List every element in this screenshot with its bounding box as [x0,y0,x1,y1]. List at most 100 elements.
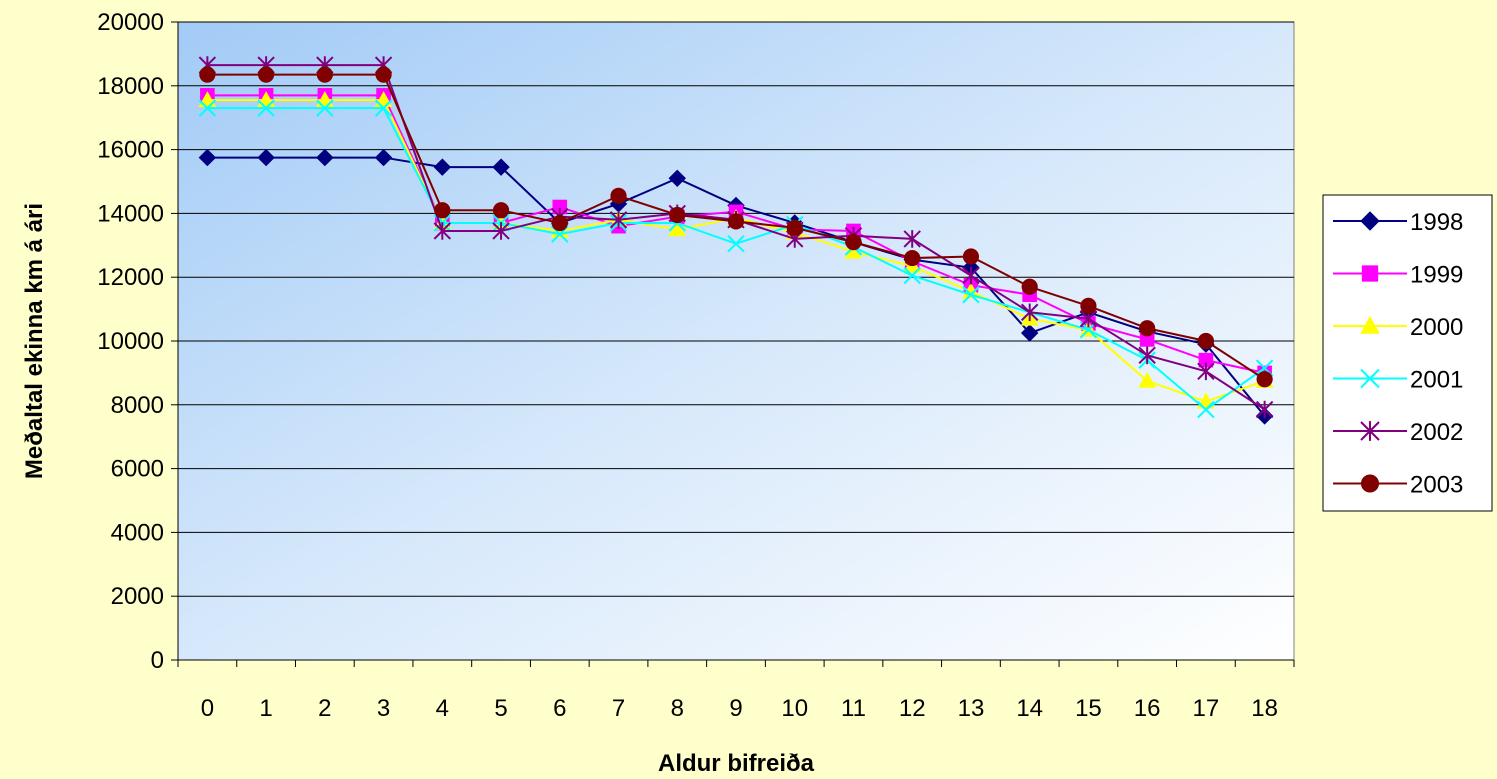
data-point [433,222,452,240]
x-tick-label: 12 [899,695,926,722]
data-point [375,66,392,83]
data-point [786,219,803,236]
data-point [668,169,686,188]
x-axis-label: Aldur bifreiða [658,750,815,777]
legend-label: 2002 [1410,419,1463,446]
data-point [374,148,393,167]
data-point [257,99,275,117]
data-point [257,148,275,167]
legend-label: 1998 [1410,209,1463,236]
legend-marker [1361,265,1379,282]
data-point [433,158,452,176]
x-tick-label: 3 [377,695,390,722]
data-point [962,248,980,265]
data-point [904,249,921,267]
series-group [198,56,1274,425]
data-point [1021,278,1038,295]
data-point [1138,371,1157,388]
data-point [1020,324,1039,342]
data-point [845,234,862,251]
legend-item: 2003 [1333,472,1463,499]
x-tick-label: 14 [1016,695,1043,722]
data-point [727,213,745,230]
axes [171,21,1295,667]
legend-label: 2000 [1410,314,1463,341]
x-tick-label: 11 [841,695,866,722]
legend-item: 2001 [1333,367,1463,394]
y-tick-label: 16000 [97,137,164,164]
data-point [492,158,510,176]
x-tick-label: 8 [671,695,684,722]
data-point [727,234,745,253]
data-point [962,266,980,285]
data-point [1255,400,1274,419]
legend-item: 2000 [1333,314,1463,341]
legend-marker [1360,474,1380,493]
legend-marker [1360,368,1380,389]
gridlines [178,21,1294,597]
data-point [258,66,275,83]
data-point [434,202,451,219]
x-tick-label: 2 [318,695,331,722]
data-point [492,202,510,219]
legend-item: 1998 [1333,209,1463,236]
data-point [199,66,216,83]
data-point [1139,320,1156,337]
y-tick-label: 20000 [97,9,164,36]
legend-box [1322,194,1493,512]
x-tick-label: 10 [781,695,808,722]
x-tick-label: 0 [201,695,214,722]
data-point [316,148,334,167]
legend-marker [1360,315,1380,334]
data-point [198,148,217,167]
data-point [198,99,217,117]
data-point [669,206,686,224]
legend-label: 2001 [1410,367,1463,394]
legend-items: 1998 1999 2000 2001 2002 2003 [1333,209,1463,499]
y-tick-label: 8000 [111,392,164,419]
y-tick-label: 4000 [111,519,164,546]
x-tick-label: 6 [553,695,566,722]
x-tick-labels: 0 1 2 3 4 5 6 7 8 9 10 11 12 13 14 15 16 17 18 [201,695,1278,722]
data-point [1080,297,1097,315]
y-tick-label: 2000 [111,583,164,610]
legend-item: 1999 [1333,262,1463,289]
legend-marker [1360,211,1380,231]
y-tick-labels: 0 2000 4000 6000 8000 10000 12000 14000 16000 180… [97,9,164,674]
legend-item: 2002 [1333,419,1463,446]
data-point [316,99,334,117]
x-tick-label: 5 [494,695,507,722]
data-point [668,220,687,237]
data-point [962,286,980,304]
legend-label: 2003 [1410,472,1463,499]
y-tick-label: 0 [151,647,164,674]
data-point [609,210,628,229]
data-point [551,214,568,232]
x-tick-label: 9 [729,695,742,722]
data-point [492,222,510,240]
x-tick-label: 1 [259,695,272,722]
x-tick-label: 7 [612,695,625,722]
x-tick-label: 13 [958,695,985,722]
data-point [903,266,921,285]
data-point [374,99,393,117]
x-tick-label: 15 [1075,695,1102,722]
legend: 1998 1999 2000 2001 2002 2003 [1322,194,1493,512]
data-point [1138,346,1156,365]
x-tick-label: 17 [1193,695,1220,722]
y-tick-label: 14000 [97,200,164,227]
data-point [1020,303,1039,322]
data-point [1256,371,1273,388]
data-point [1197,362,1215,381]
y-tick-label: 6000 [111,456,164,483]
data-point [1197,332,1214,350]
x-tick-label: 18 [1251,695,1278,722]
data-point [610,187,627,204]
data-point [316,66,333,83]
y-tick-label: 12000 [97,264,164,291]
y-tick-label: 10000 [97,328,164,355]
series-2003 [199,66,1273,388]
data-point [903,230,921,248]
x-tick-label: 16 [1134,695,1161,722]
